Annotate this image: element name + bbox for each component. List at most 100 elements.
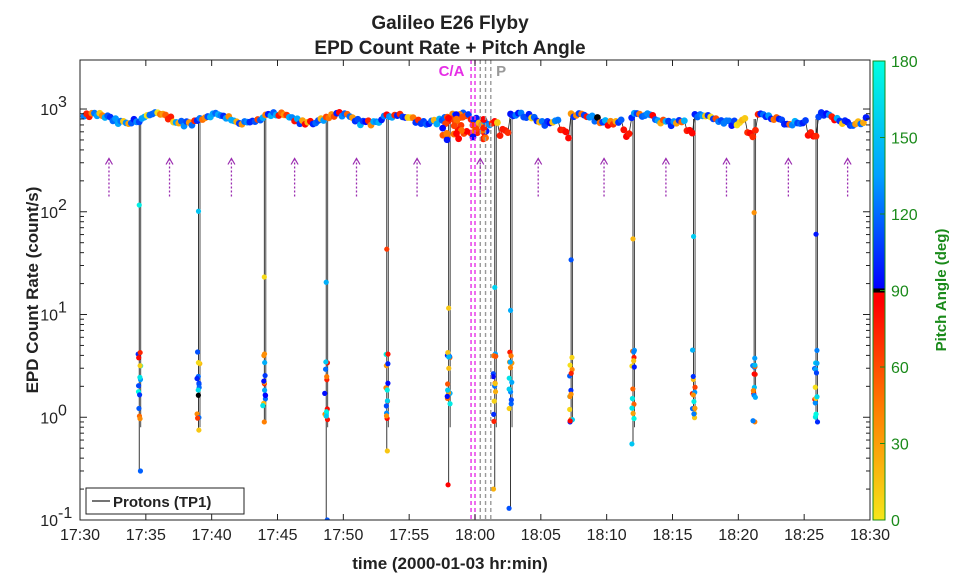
dip-point — [137, 374, 143, 380]
minima-arrow-head-11 — [784, 157, 793, 165]
data-point — [450, 122, 458, 130]
legend: Protons (TP1) — [85, 487, 245, 515]
x-tick-label: 18:00 — [455, 527, 495, 544]
y-tick-label: 10 — [40, 205, 58, 222]
dip-point — [136, 355, 142, 361]
data-point — [354, 115, 362, 123]
dip-point — [195, 208, 202, 214]
data-point — [554, 116, 562, 124]
y-tick-exponent: 3 — [58, 94, 67, 111]
data-point — [812, 132, 820, 140]
data-point — [620, 126, 628, 134]
data-point — [455, 135, 463, 143]
data-point — [496, 132, 504, 140]
dip-point — [814, 347, 820, 354]
dip-point — [629, 395, 636, 402]
x-tick-label: 17:55 — [389, 527, 429, 544]
dip-point — [752, 355, 758, 361]
dip-point — [445, 350, 451, 356]
dip-point — [506, 405, 512, 412]
data-point — [588, 112, 596, 120]
annotation-p: P — [496, 63, 506, 80]
dip-point — [444, 381, 451, 387]
x-tick-label: 18:30 — [850, 527, 890, 544]
dip-point — [490, 486, 497, 492]
x-tick-label: 17:30 — [60, 527, 100, 544]
dip-point — [689, 347, 696, 353]
chart-title: Galileo E26 Flyby — [371, 13, 529, 34]
colorbar-tick-label: 60 — [891, 360, 909, 377]
data-point — [453, 117, 461, 124]
dip-point — [631, 415, 637, 422]
dip-point — [492, 389, 499, 395]
dip-point — [752, 362, 758, 368]
data-point — [680, 117, 688, 125]
x-tick-label: 17:45 — [257, 527, 297, 544]
minima-arrow-head-5 — [413, 157, 422, 165]
dip-point — [691, 398, 697, 405]
chart-subtitle: EPD Count Rate + Pitch Angle — [314, 38, 585, 59]
legend-box — [85, 487, 245, 515]
data-point — [802, 117, 809, 124]
axes-layer: 17:30 17:35 17:40 17:45 17:50 17:55 18:00 18:05… — [40, 59, 890, 544]
dip-point — [691, 411, 697, 417]
minima-arrow-head-0 — [104, 157, 113, 165]
dip-point — [194, 349, 201, 355]
colorbar-tick-label: 180 — [891, 54, 918, 71]
minima-arrow-head-6 — [476, 157, 485, 165]
y-tick-exponent: -1 — [58, 505, 72, 522]
annotation-ca: C/A — [439, 63, 465, 80]
dip-point — [492, 284, 498, 291]
dip-point — [812, 400, 818, 406]
minima-arrow-head-8 — [600, 157, 609, 165]
x-tick-label: 18:10 — [587, 527, 627, 544]
x-tick-label: 18:25 — [784, 527, 824, 544]
dip-point — [137, 468, 144, 474]
dip-point — [385, 351, 391, 357]
dip-point — [690, 392, 696, 398]
dip-point — [509, 379, 515, 385]
data-point — [493, 119, 501, 126]
data-point — [458, 127, 465, 134]
dip-point — [567, 418, 573, 424]
dip-point — [751, 210, 757, 216]
data-point — [594, 114, 601, 121]
dip-point — [567, 362, 573, 368]
dip-point — [493, 353, 499, 359]
dip-point — [384, 448, 390, 454]
dip-point — [569, 354, 575, 361]
dip-point — [507, 365, 514, 371]
minima-arrow-head-10 — [722, 157, 731, 165]
data-point — [752, 126, 759, 134]
x-tick-label: 18:15 — [652, 527, 692, 544]
dip-point — [568, 391, 574, 397]
dip-point — [629, 441, 635, 447]
dip-point — [750, 388, 756, 394]
data-point — [565, 134, 572, 142]
data-point — [688, 129, 696, 137]
minima-arrow-head-2 — [227, 157, 236, 165]
dip-point — [692, 405, 698, 411]
data-point — [453, 130, 460, 137]
minima-arrow-head-7 — [534, 157, 543, 165]
minima-arrow-head-9 — [661, 157, 670, 165]
data-point — [741, 114, 749, 122]
colorbar-tick-label: 0 — [891, 513, 900, 530]
dip-point — [383, 403, 389, 409]
dip-point — [491, 418, 497, 424]
dip-point — [194, 375, 200, 382]
colorbar-tick-label: 150 — [891, 131, 918, 148]
dip-point — [261, 351, 268, 357]
dip-point — [384, 387, 390, 393]
dip-point — [195, 415, 201, 421]
colorbar-tick-label: 30 — [891, 437, 909, 454]
dip-point — [630, 236, 636, 242]
y-tick-label: 10 — [40, 308, 58, 325]
data-point — [463, 127, 471, 135]
dip-point — [322, 366, 329, 372]
dip-point — [261, 378, 267, 384]
legend-entry: Protons (TP1) — [113, 494, 211, 511]
data-point — [167, 113, 175, 121]
dip-point — [137, 363, 143, 369]
